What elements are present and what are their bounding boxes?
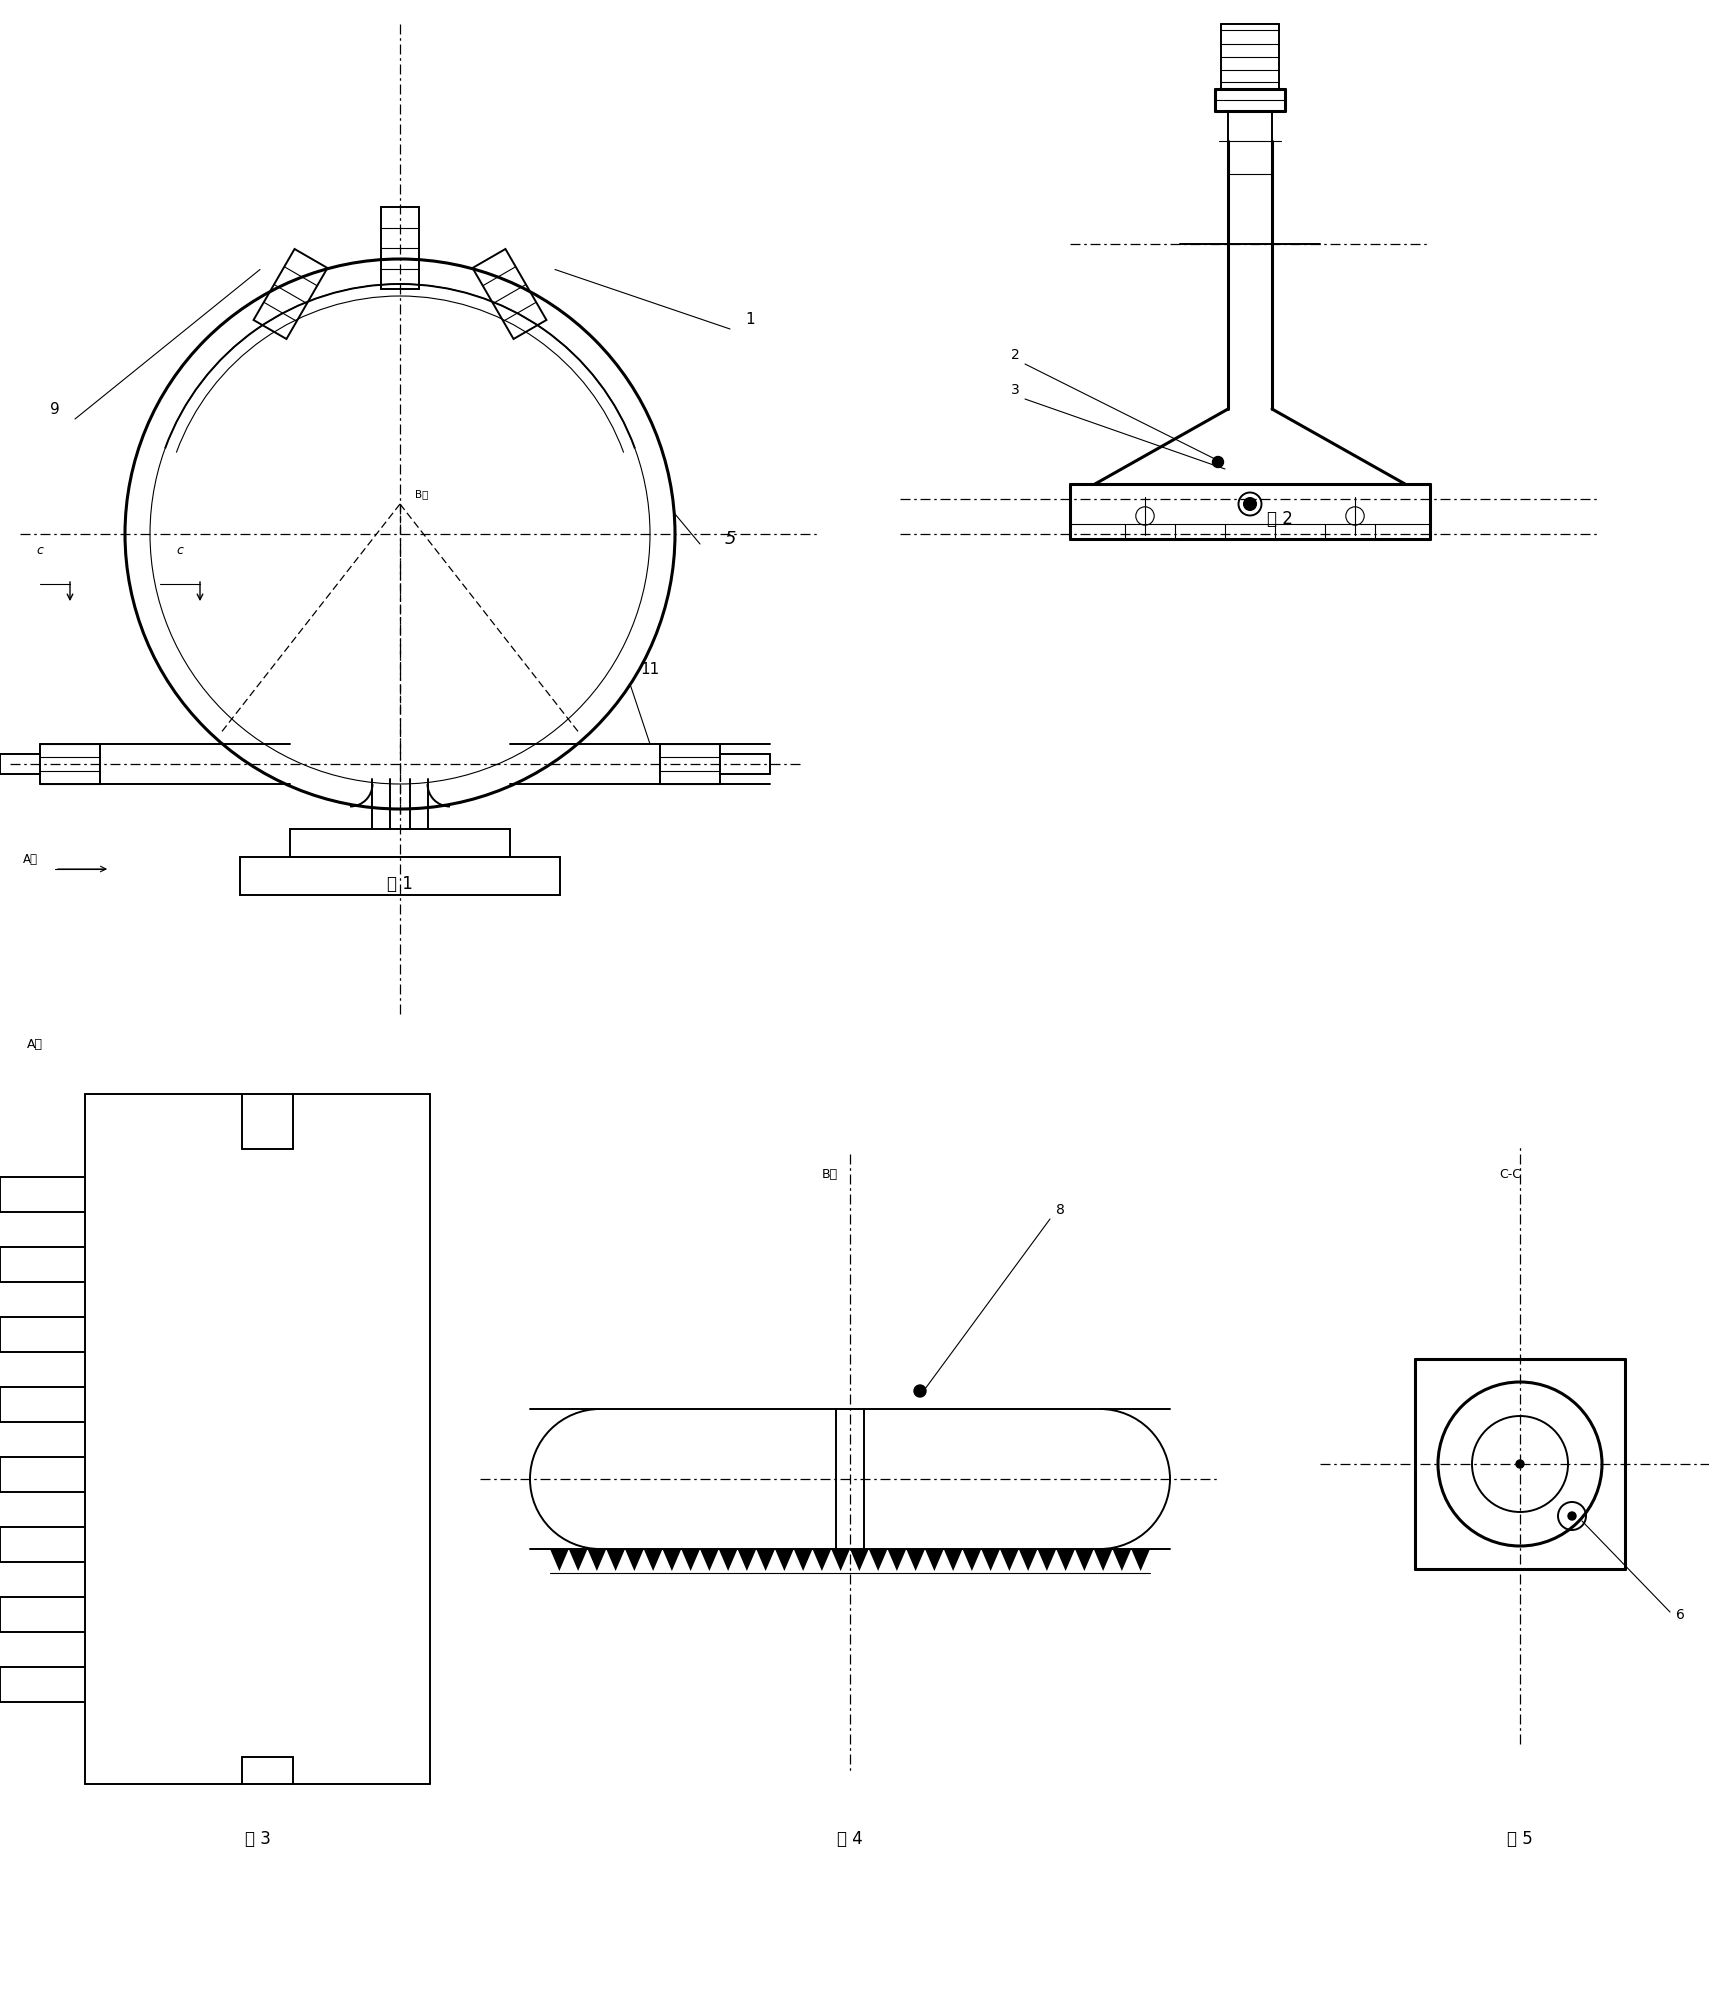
Polygon shape [1113,1549,1131,1571]
Text: 5: 5 [725,530,737,548]
Circle shape [1212,457,1224,467]
Polygon shape [1131,1549,1150,1571]
Text: A向: A向 [22,853,38,865]
Text: 图 3: 图 3 [244,1830,270,1848]
Text: c: c [176,544,183,556]
Polygon shape [1056,1549,1075,1571]
Polygon shape [906,1549,925,1571]
Circle shape [1516,1460,1524,1468]
Polygon shape [962,1549,981,1571]
Text: 6: 6 [1675,1607,1685,1621]
Polygon shape [607,1549,625,1571]
Polygon shape [625,1549,644,1571]
Polygon shape [981,1549,1000,1571]
Polygon shape [925,1549,943,1571]
Text: 图 4: 图 4 [837,1830,863,1848]
Polygon shape [774,1549,793,1571]
Text: B向: B向 [415,489,429,498]
Polygon shape [682,1549,701,1571]
Text: B向: B向 [822,1168,837,1180]
Polygon shape [1000,1549,1019,1571]
Text: 图 1: 图 1 [386,875,414,893]
Text: 3: 3 [1012,383,1020,397]
Text: 8: 8 [1056,1202,1065,1216]
Text: 1: 1 [745,311,755,327]
Polygon shape [793,1549,812,1571]
Text: A向: A向 [27,1037,43,1051]
Polygon shape [1019,1549,1037,1571]
Text: 图 5: 图 5 [1507,1830,1533,1848]
Polygon shape [849,1549,868,1571]
Polygon shape [812,1549,831,1571]
Polygon shape [719,1549,738,1571]
Circle shape [1244,498,1256,510]
Polygon shape [569,1549,588,1571]
Text: C-C: C-C [1499,1168,1521,1180]
Polygon shape [701,1549,719,1571]
Polygon shape [663,1549,682,1571]
Polygon shape [588,1549,607,1571]
Circle shape [1567,1511,1576,1519]
Polygon shape [887,1549,906,1571]
Polygon shape [738,1549,757,1571]
Text: 图 2: 图 2 [1266,510,1294,528]
Polygon shape [550,1549,569,1571]
Polygon shape [644,1549,663,1571]
Polygon shape [943,1549,962,1571]
Polygon shape [868,1549,887,1571]
Polygon shape [1075,1549,1094,1571]
Polygon shape [757,1549,774,1571]
Bar [239,857,561,895]
Circle shape [914,1386,926,1398]
Polygon shape [1037,1549,1056,1571]
Text: c: c [36,544,43,556]
Polygon shape [1094,1549,1113,1571]
Bar [291,830,509,857]
Polygon shape [831,1549,849,1571]
Text: 9: 9 [50,403,60,417]
Text: 2: 2 [1012,349,1020,363]
Text: 11: 11 [641,662,660,678]
